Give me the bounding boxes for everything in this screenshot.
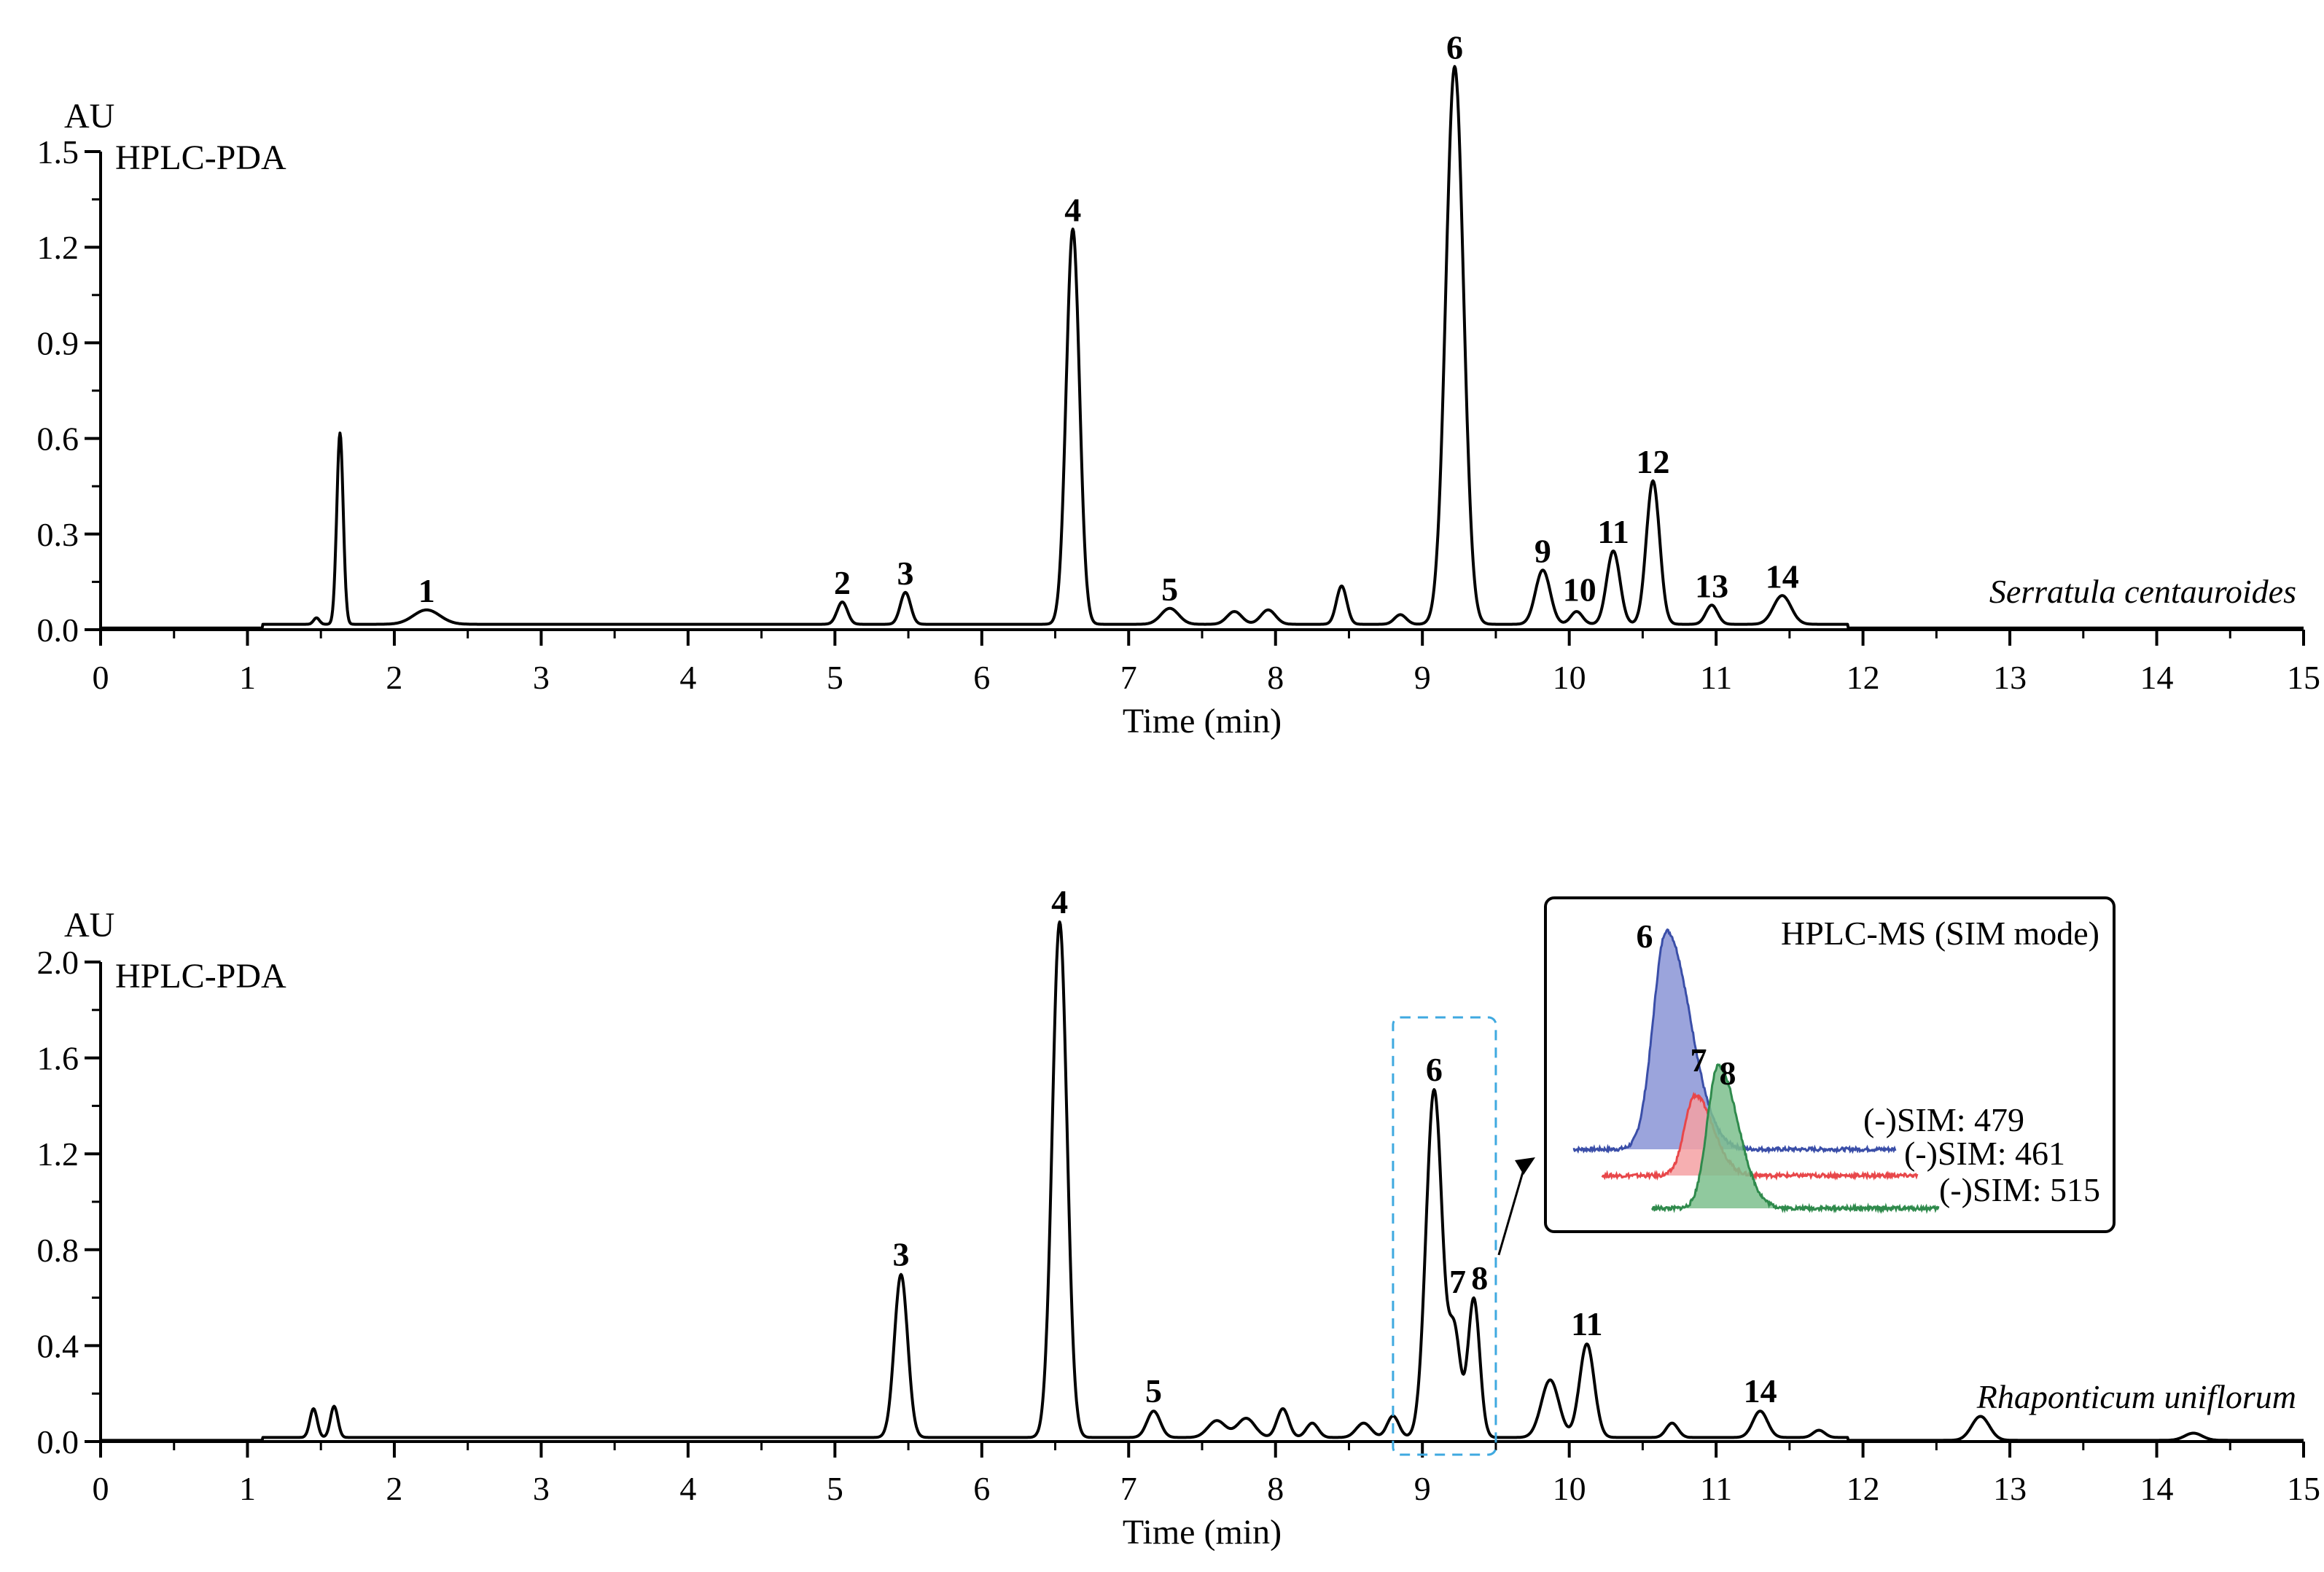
- x-tick-label: 15: [2287, 1470, 2320, 1507]
- y-tick-label: 0.9: [37, 324, 79, 361]
- panel-method-label: HPLC-PDA: [115, 957, 286, 996]
- species-label: Serratula centauroides: [1989, 573, 2296, 610]
- y-tick-label: 1.5: [37, 133, 79, 171]
- x-tick-label: 6: [973, 1470, 990, 1507]
- peak-label: 8: [1471, 1259, 1488, 1297]
- peak-label: 12: [1637, 443, 1670, 480]
- sim-peak-label: 7: [1691, 1041, 1707, 1079]
- x-tick-label: 2: [386, 1470, 402, 1507]
- x-tick-label: 14: [2140, 1470, 2174, 1507]
- peak-label: 6: [1446, 28, 1463, 66]
- y-tick-label: 1.2: [37, 229, 79, 266]
- peak-label: 3: [897, 555, 914, 592]
- y-tick-label: 1.6: [37, 1040, 79, 1077]
- x-tick-label: 11: [1700, 1470, 1732, 1507]
- peak-label: 9: [1535, 532, 1551, 569]
- sim-trace-fill: [1573, 929, 1895, 1151]
- sim-trace-label: (-)SIM: 515: [1939, 1171, 2100, 1208]
- x-axis-title: Time (min): [1123, 1513, 1282, 1552]
- y-tick-label: 1.2: [37, 1135, 79, 1173]
- x-tick-label: 10: [1553, 1470, 1586, 1507]
- sim-peak-label: 6: [1637, 918, 1653, 955]
- sim-trace-line: [1601, 1091, 1919, 1181]
- y-tick-label: 0.4: [37, 1327, 79, 1364]
- y-tick-label: 2.0: [37, 944, 79, 981]
- x-tick-label: 15: [2287, 659, 2320, 696]
- x-tick-label: 12: [1847, 1470, 1880, 1507]
- chromatogram-trace: [100, 65, 2304, 630]
- sim-peak-label: 8: [1720, 1055, 1736, 1092]
- peak-label: 5: [1145, 1372, 1162, 1409]
- sim-trace-fill: [1602, 1095, 1917, 1178]
- x-tick-label: 12: [1847, 659, 1880, 696]
- peak-label: 11: [1597, 513, 1629, 550]
- y-tick-label: 0.0: [37, 611, 79, 649]
- sim-trace-label: (-)SIM: 461: [1904, 1135, 2065, 1172]
- x-tick-label: 8: [1267, 1470, 1284, 1507]
- y-tick-label: 0.3: [37, 516, 79, 553]
- inset-title: HPLC-MS (SIM mode): [1781, 915, 2099, 952]
- x-tick-label: 7: [1120, 659, 1137, 696]
- peak-label: 2: [834, 564, 851, 601]
- x-tick-label: 14: [2140, 659, 2174, 696]
- peak-label: 6: [1426, 1051, 1443, 1088]
- x-tick-label: 3: [533, 659, 550, 696]
- x-tick-label: 4: [679, 1470, 696, 1507]
- peak-label: 10: [1563, 571, 1596, 609]
- x-tick-label: 6: [973, 659, 990, 696]
- panel-method-label: HPLC-PDA: [115, 138, 286, 177]
- x-tick-label: 5: [827, 1470, 843, 1507]
- x-tick-label: 3: [533, 1470, 550, 1507]
- x-tick-label: 13: [1993, 659, 2027, 696]
- x-tick-label: 11: [1700, 659, 1732, 696]
- sim-trace-fill: [1652, 1064, 1939, 1211]
- x-tick-label: 1: [239, 659, 256, 696]
- highlight-window-box: [1392, 1016, 1497, 1456]
- sim-trace-label: (-)SIM: 479: [1863, 1101, 2024, 1138]
- y-tick-label: 0.0: [37, 1423, 79, 1460]
- x-tick-label: 2: [386, 659, 402, 696]
- x-tick-label: 0: [93, 1470, 109, 1507]
- peak-label: 11: [1571, 1305, 1602, 1342]
- inset-arrow-head: [1515, 1157, 1535, 1175]
- peak-label: 4: [1064, 192, 1081, 229]
- peak-label: 14: [1766, 558, 1799, 595]
- sim-trace-line: [1650, 1063, 1940, 1214]
- y-tick-label: 0.6: [37, 421, 79, 458]
- x-tick-label: 9: [1414, 659, 1431, 696]
- x-axis-title: Time (min): [1123, 702, 1282, 740]
- x-tick-label: 7: [1120, 1470, 1137, 1507]
- x-tick-label: 9: [1414, 1470, 1431, 1507]
- x-tick-label: 1: [239, 1470, 256, 1507]
- x-tick-label: 13: [1993, 1470, 2027, 1507]
- y-tick-label: 0.8: [37, 1232, 79, 1269]
- peak-label: 5: [1161, 571, 1178, 608]
- y-axis-unit-label: AU: [64, 906, 114, 945]
- x-tick-label: 8: [1267, 659, 1284, 696]
- inset-arrow-line: [1497, 1164, 1526, 1256]
- peak-label: 13: [1695, 568, 1728, 605]
- x-tick-label: 0: [93, 659, 109, 696]
- x-tick-label: 5: [827, 659, 843, 696]
- peak-label: 7: [1449, 1263, 1466, 1300]
- peak-label: 4: [1051, 883, 1068, 920]
- peak-label: 14: [1744, 1372, 1777, 1409]
- peak-label: 1: [418, 572, 435, 609]
- y-axis-unit-label: AU: [64, 97, 114, 136]
- chromatogram-trace: [100, 920, 2304, 1442]
- x-tick-label: 10: [1553, 659, 1586, 696]
- x-tick-label: 4: [679, 659, 696, 696]
- peak-label: 3: [892, 1236, 909, 1273]
- species-label: Rhaponticum uniflorum: [1976, 1378, 2296, 1415]
